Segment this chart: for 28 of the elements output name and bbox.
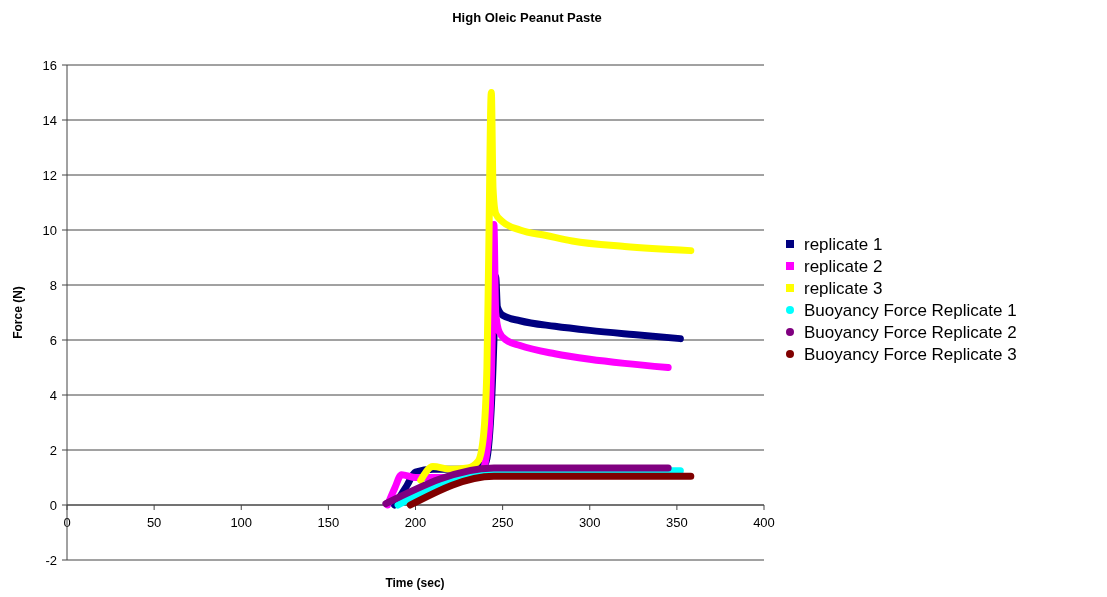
legend-label: replicate 1	[804, 234, 883, 254]
y-tick-label: 10	[42, 222, 57, 238]
y-axis-title: Force (N)	[11, 286, 25, 339]
legend-label: Buoyancy Force Replicate 1	[804, 300, 1017, 320]
x-axis-title: Time (sec)	[385, 576, 445, 590]
y-tick-label: 0	[49, 497, 57, 513]
x-tick-label: 300	[578, 515, 601, 530]
legend-label: replicate 3	[804, 278, 883, 298]
y-tick-label: 16	[42, 57, 57, 73]
y-tick-label: -2	[45, 552, 57, 568]
legend-label: Buoyancy Force Replicate 3	[804, 344, 1017, 364]
legend-label: replicate 2	[804, 256, 883, 276]
x-tick-label: 350	[666, 515, 688, 530]
y-tick-label: 2	[49, 442, 57, 458]
y-tick-label: 8	[49, 277, 57, 293]
x-tick-label: 0	[63, 515, 71, 530]
x-tick-label: 150	[317, 515, 340, 530]
x-tick-label: 100	[230, 515, 253, 530]
x-tick-label: 400	[753, 515, 775, 530]
y-tick-label: 4	[49, 387, 57, 403]
y-tick-label: 6	[49, 332, 57, 348]
y-tick-label: 12	[42, 167, 57, 183]
x-tick-label: 250	[491, 515, 514, 530]
x-tick-label: 200	[404, 515, 427, 530]
x-tick-label: 50	[146, 515, 162, 530]
legend-label: Buoyancy Force Replicate 2	[804, 322, 1017, 342]
chart-title: High Oleic Peanut Paste	[452, 10, 602, 25]
y-tick-label: 14	[42, 112, 57, 128]
